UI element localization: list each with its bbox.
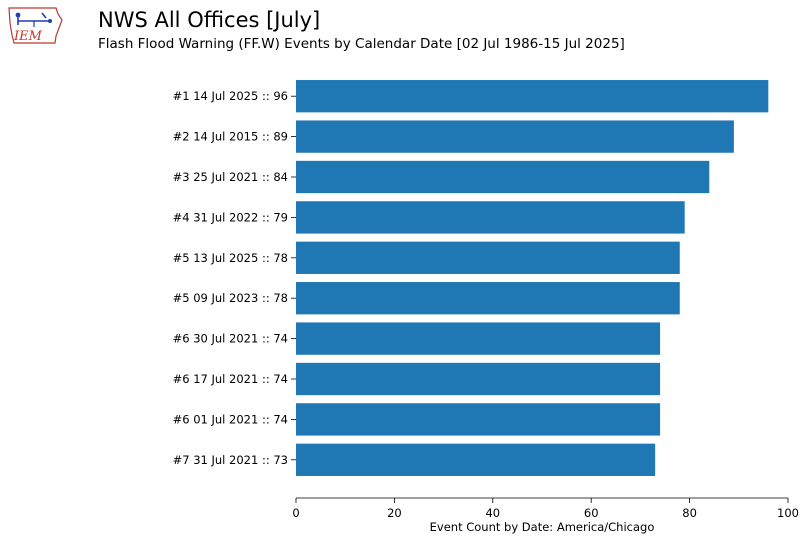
bar	[296, 120, 734, 153]
x-axis-label: Event Count by Date: America/Chicago	[430, 520, 655, 534]
x-tick-label: 100	[777, 506, 799, 520]
bar	[296, 282, 680, 315]
bar	[296, 201, 685, 234]
bar	[296, 362, 661, 396]
bar	[296, 443, 656, 476]
iem-logo: IEM	[8, 7, 63, 44]
bar	[296, 160, 710, 194]
y-tick-label: #5 09 Jul 2023 :: 78	[173, 291, 288, 305]
y-tick-label: #6 01 Jul 2021 :: 74	[173, 412, 288, 426]
bar	[296, 403, 661, 436]
y-tick-label: #7 31 Jul 2021 :: 73	[173, 453, 288, 467]
bar	[296, 322, 661, 355]
x-tick-label: 20	[387, 506, 402, 520]
x-tick-label: 60	[584, 506, 599, 520]
x-tick-label: 80	[682, 506, 697, 520]
y-tick-label: #6 30 Jul 2021 :: 74	[173, 332, 288, 346]
y-tick-label: #4 31 Jul 2022 :: 79	[173, 210, 288, 224]
x-tick-label: 0	[292, 506, 299, 520]
y-tick-label: #1 14 Jul 2025 :: 96	[173, 89, 288, 103]
iowa-outline	[8, 7, 63, 44]
bar	[296, 80, 769, 113]
bar	[296, 241, 680, 274]
chart-title: NWS All Offices [July]	[98, 8, 321, 32]
weather-figure-icon	[15, 12, 52, 27]
x-tick-label: 40	[485, 506, 500, 520]
logo-text: IEM	[13, 29, 43, 44]
y-tick-label: #5 13 Jul 2025 :: 78	[173, 251, 288, 265]
y-tick-label: #6 17 Jul 2021 :: 74	[173, 372, 288, 386]
y-tick-label: #3 25 Jul 2021 :: 84	[173, 170, 288, 184]
y-tick-label: #2 14 Jul 2015 :: 89	[173, 130, 288, 144]
chart-subtitle: Flash Flood Warning (FF.W) Events by Cal…	[98, 36, 625, 52]
